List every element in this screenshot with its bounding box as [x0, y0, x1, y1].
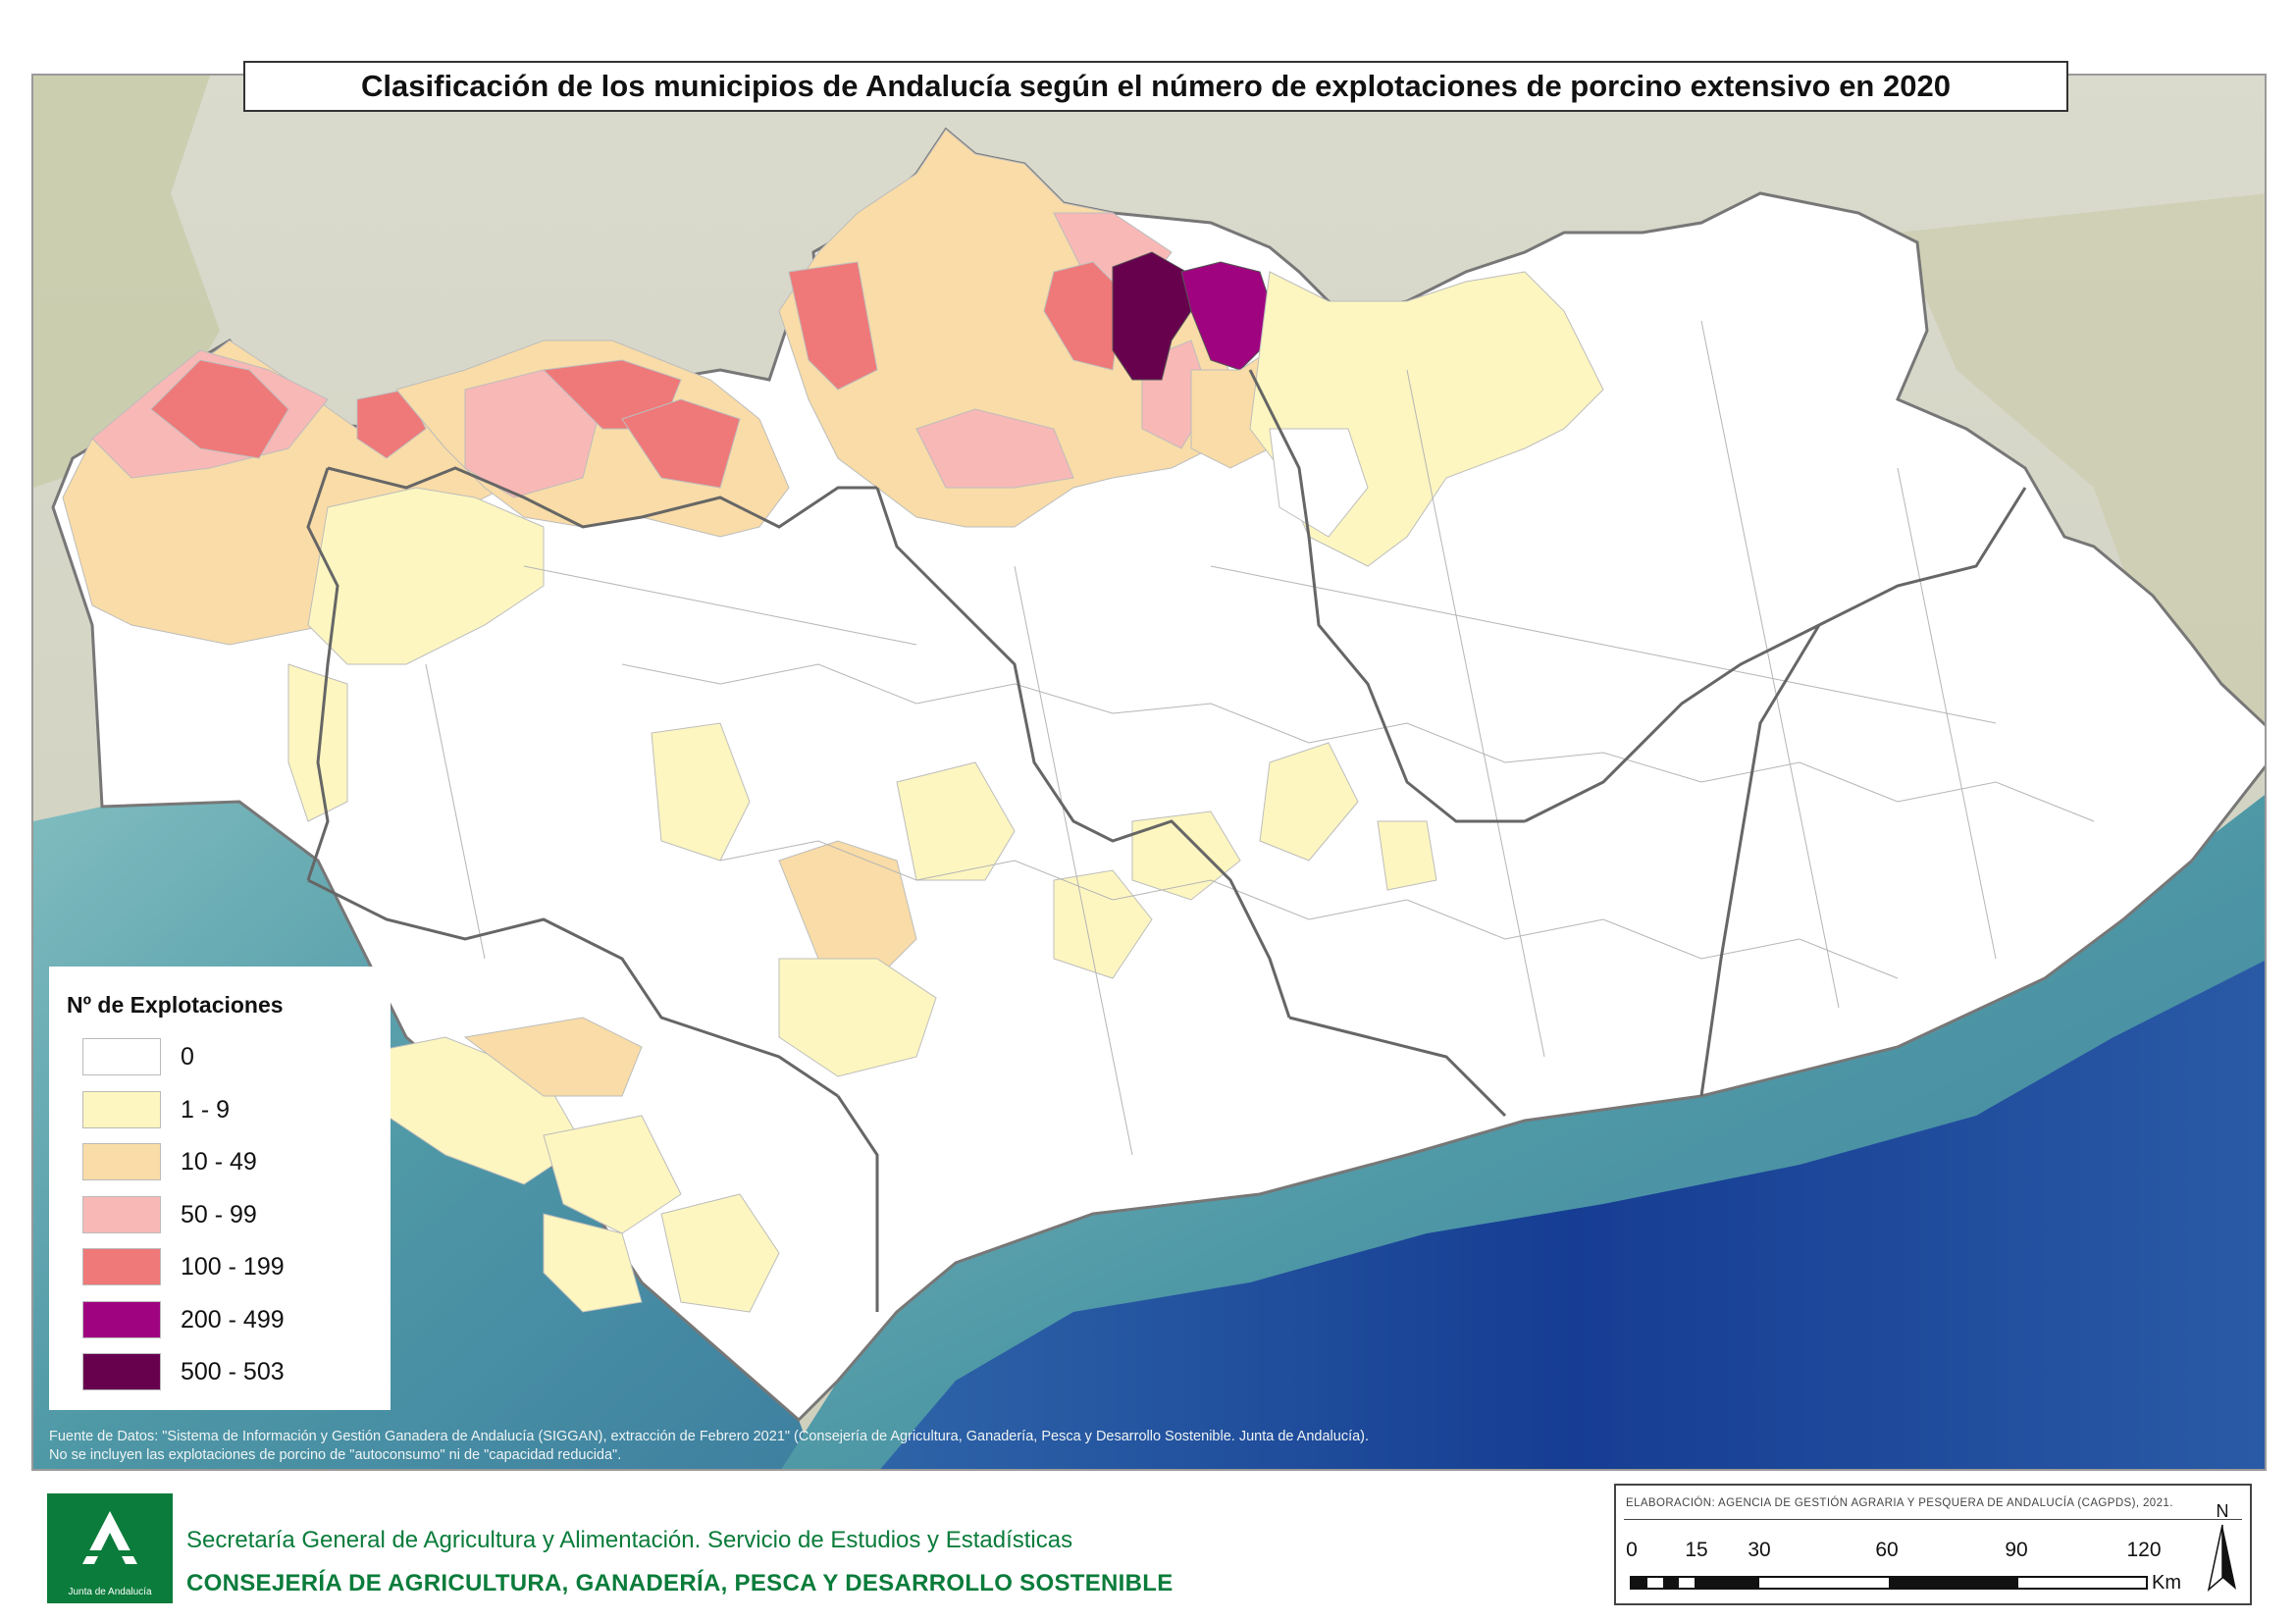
scale-tick-label: 120 — [2126, 1539, 2162, 1561]
municipal-boundaries — [425, 320, 2095, 1156]
legend-label: 1 - 9 — [181, 1095, 231, 1124]
deep-sea — [880, 961, 2265, 1469]
legend-swatch — [82, 1248, 161, 1285]
legend-swatch — [82, 1038, 161, 1075]
org-line-2: CONSEJERÍA DE AGRICULTURA, GANADERÍA, PE… — [186, 1570, 1174, 1596]
legend: Nº de Explotaciones 0 1 - 9 10 - 49 50 -… — [49, 967, 391, 1410]
junta-emblem-icon — [82, 1511, 137, 1564]
scale-segment — [1889, 1578, 2018, 1588]
legend-item-200-499: 200 - 499 — [67, 1300, 391, 1354]
legend-item-50-99: 50 - 99 — [67, 1195, 391, 1249]
scale-box: ELABORACIÓN: AGENCIA DE GESTIÓN AGRARIA … — [1614, 1484, 2252, 1605]
legend-item-1-9: 1 - 9 — [67, 1090, 391, 1144]
scale-tick-label: 90 — [2005, 1539, 2028, 1561]
legend-item-10-49: 10 - 49 — [67, 1143, 391, 1196]
scale-bar — [1630, 1576, 2148, 1590]
legend-title: Nº de Explotaciones — [67, 992, 284, 1018]
scale-tick-label: 30 — [1748, 1539, 1771, 1561]
org-line-1: Secretaría General de Agricultura y Alim… — [186, 1527, 1073, 1553]
legend-item-500-503: 500 - 503 — [67, 1353, 391, 1406]
scale-segment — [1663, 1578, 1679, 1588]
divider — [1624, 1519, 2242, 1520]
scale-segment — [1695, 1578, 1759, 1588]
legend-label: 10 - 49 — [181, 1148, 257, 1176]
junta-logo: Junta de Andalucía — [47, 1493, 173, 1603]
legend-label: 100 - 199 — [181, 1253, 285, 1281]
legend-label: 200 - 499 — [181, 1305, 285, 1333]
elaboration-credit: ELABORACIÓN: AGENCIA DE GESTIÓN AGRARIA … — [1626, 1497, 2173, 1509]
scale-unit: Km — [2152, 1572, 2181, 1594]
north-label: N — [2217, 1501, 2229, 1521]
legend-item-100-199: 100 - 199 — [67, 1248, 391, 1301]
legend-swatch — [82, 1195, 161, 1233]
source-line-1: Fuente de Datos: "Sistema de Información… — [49, 1429, 1370, 1444]
scale-tick-label: 0 — [1626, 1539, 1638, 1561]
choropleth-regions — [62, 129, 1604, 1313]
scale-segment — [1632, 1578, 1647, 1588]
legend-label: 50 - 99 — [181, 1200, 257, 1229]
province-boundaries — [306, 369, 2027, 1312]
logo-text: Junta de Andalucía — [68, 1587, 152, 1597]
legend-swatch — [82, 1143, 161, 1180]
legend-swatch — [82, 1300, 161, 1338]
north-arrow-icon: N — [2207, 1501, 2236, 1593]
map-title: Clasificación de los municipios de Andal… — [243, 61, 2068, 112]
legend-item-0: 0 — [67, 1038, 391, 1091]
scale-tick-label: 15 — [1685, 1539, 1708, 1561]
map-canvas[interactable] — [33, 76, 2267, 1471]
source-line-2: No se incluyen las explotaciones de porc… — [49, 1447, 622, 1463]
legend-label: 0 — [181, 1043, 194, 1071]
legend-swatch — [82, 1353, 161, 1390]
map-frame — [31, 74, 2267, 1471]
legend-swatch — [82, 1090, 161, 1128]
source-note: Fuente de Datos: "Sistema de Información… — [49, 1428, 1717, 1465]
scale-tick-label: 60 — [1875, 1539, 1899, 1561]
legend-label: 500 - 503 — [181, 1358, 285, 1386]
